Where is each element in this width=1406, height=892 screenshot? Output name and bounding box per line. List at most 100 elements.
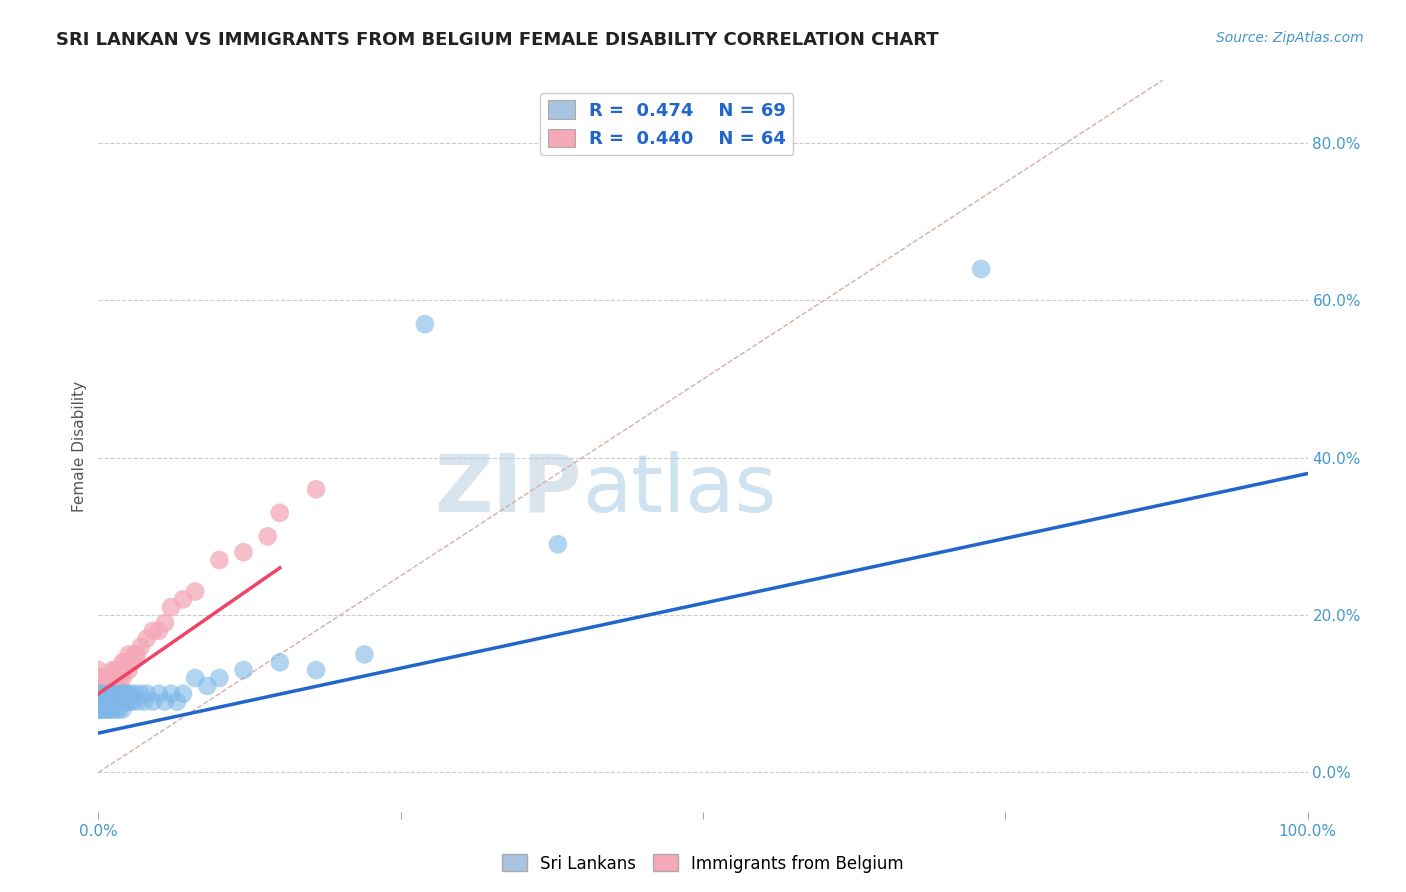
Point — [96, 702, 118, 716]
Point — [98, 671, 121, 685]
Point — [91, 679, 114, 693]
Point — [121, 695, 143, 709]
Point — [107, 671, 129, 685]
Point — [112, 695, 135, 709]
Point — [108, 687, 131, 701]
Point — [104, 695, 127, 709]
Point — [118, 695, 141, 709]
Point — [111, 655, 134, 669]
Point — [98, 695, 121, 709]
Point — [107, 687, 129, 701]
Point — [160, 600, 183, 615]
Point — [91, 702, 114, 716]
Point — [94, 702, 117, 716]
Point — [135, 632, 157, 646]
Point — [96, 671, 118, 685]
Point — [91, 695, 114, 709]
Point — [305, 663, 328, 677]
Point — [89, 687, 111, 701]
Text: ZIP: ZIP — [434, 450, 582, 529]
Point — [115, 695, 138, 709]
Point — [129, 640, 152, 654]
Point — [172, 687, 194, 701]
Point — [232, 663, 254, 677]
Point — [96, 687, 118, 701]
Point — [142, 695, 165, 709]
Point — [135, 687, 157, 701]
Point — [91, 687, 114, 701]
Point — [100, 679, 122, 693]
Point — [93, 695, 115, 709]
Point — [98, 687, 121, 701]
Point — [104, 663, 127, 677]
Point — [112, 663, 135, 677]
Point — [91, 671, 114, 685]
Point — [124, 648, 146, 662]
Point — [256, 529, 278, 543]
Point — [91, 687, 114, 701]
Point — [90, 695, 112, 709]
Point — [87, 663, 110, 677]
Point — [103, 687, 125, 701]
Point — [98, 679, 121, 693]
Point — [100, 671, 122, 685]
Point — [148, 624, 170, 638]
Point — [184, 671, 207, 685]
Point — [96, 695, 118, 709]
Point — [87, 671, 110, 685]
Y-axis label: Female Disability: Female Disability — [72, 380, 87, 512]
Point — [118, 687, 141, 701]
Text: SRI LANKAN VS IMMIGRANTS FROM BELGIUM FEMALE DISABILITY CORRELATION CHART: SRI LANKAN VS IMMIGRANTS FROM BELGIUM FE… — [56, 31, 939, 49]
Point — [118, 663, 141, 677]
Point — [117, 687, 139, 701]
Point — [87, 687, 110, 701]
Point — [208, 671, 231, 685]
Point — [90, 687, 112, 701]
Point — [100, 671, 122, 685]
Point — [100, 702, 122, 716]
Point — [101, 702, 124, 716]
Point — [87, 679, 110, 693]
Point — [172, 592, 194, 607]
Legend: Sri Lankans, Immigrants from Belgium: Sri Lankans, Immigrants from Belgium — [495, 847, 911, 880]
Point — [124, 687, 146, 701]
Point — [121, 655, 143, 669]
Point — [101, 679, 124, 693]
Point — [97, 702, 120, 716]
Point — [94, 687, 117, 701]
Point — [90, 671, 112, 685]
Point — [413, 317, 436, 331]
Point — [111, 687, 134, 701]
Point — [93, 687, 115, 701]
Point — [105, 679, 128, 693]
Point — [114, 655, 136, 669]
Point — [93, 687, 115, 701]
Point — [100, 695, 122, 709]
Point — [142, 624, 165, 638]
Point — [129, 687, 152, 701]
Point — [90, 702, 112, 716]
Point — [269, 506, 291, 520]
Point — [269, 655, 291, 669]
Point — [195, 679, 218, 693]
Point — [108, 671, 131, 685]
Text: atlas: atlas — [582, 450, 776, 529]
Point — [93, 679, 115, 693]
Point — [160, 687, 183, 701]
Point — [166, 695, 188, 709]
Point — [103, 695, 125, 709]
Point — [111, 702, 134, 716]
Point — [110, 695, 132, 709]
Point — [232, 545, 254, 559]
Point — [108, 663, 131, 677]
Point — [105, 695, 128, 709]
Point — [118, 648, 141, 662]
Point — [134, 695, 156, 709]
Point — [91, 671, 114, 685]
Point — [100, 687, 122, 701]
Point — [94, 679, 117, 693]
Point — [97, 679, 120, 693]
Point — [89, 695, 111, 709]
Point — [90, 679, 112, 693]
Point — [107, 695, 129, 709]
